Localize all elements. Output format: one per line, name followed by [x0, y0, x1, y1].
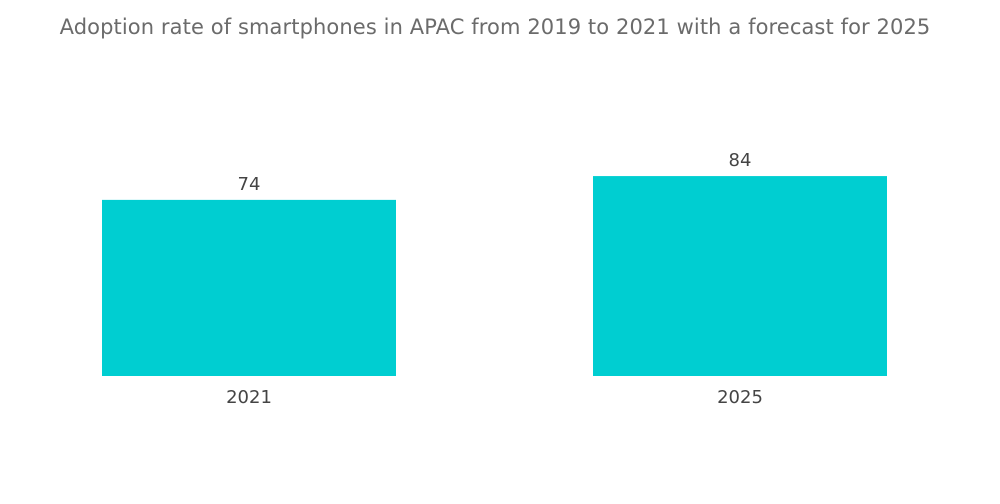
bar-2021: [102, 199, 396, 376]
chart-title: Adoption rate of smartphones in APAC fro…: [59, 15, 931, 39]
category-label-2025: 2025: [717, 387, 763, 408]
category-label-2021: 2021: [226, 387, 272, 408]
bar-2025: [593, 176, 887, 376]
value-label-2021: 74: [238, 174, 261, 195]
value-label-2025: 84: [729, 150, 752, 171]
